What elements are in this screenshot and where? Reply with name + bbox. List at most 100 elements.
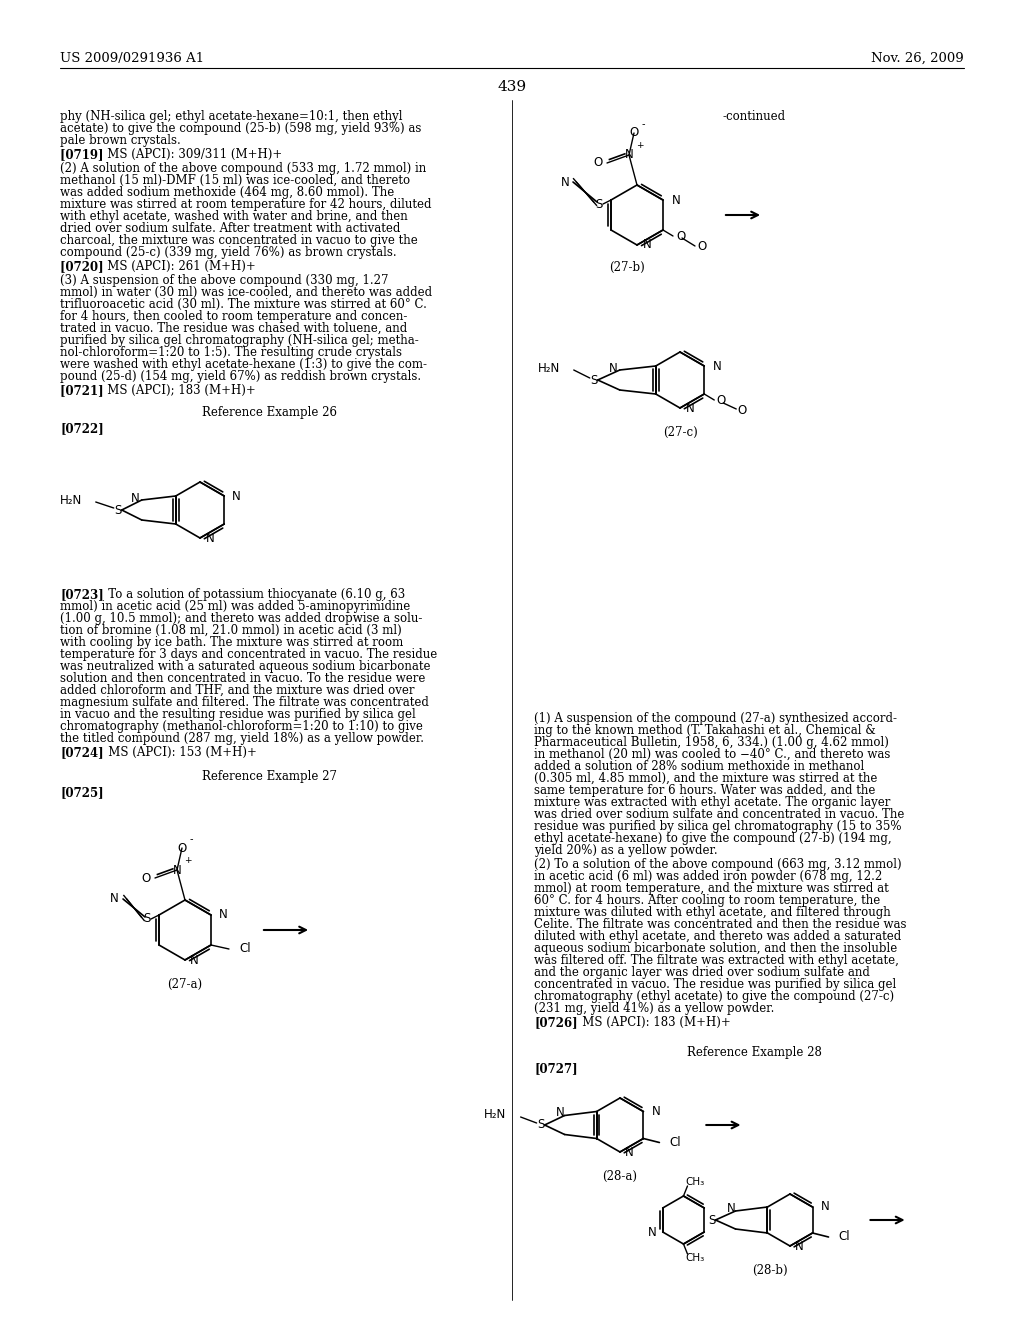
Text: was neutralized with a saturated aqueous sodium bicarbonate: was neutralized with a saturated aqueous… [60, 660, 430, 673]
Text: N: N [648, 1225, 656, 1238]
Text: dried over sodium sulfate. After treatment with activated: dried over sodium sulfate. After treatme… [60, 222, 400, 235]
Text: Cl: Cl [239, 942, 251, 956]
Text: (28-b): (28-b) [753, 1265, 787, 1276]
Text: [0723]: [0723] [60, 587, 103, 601]
Text: for 4 hours, then cooled to room temperature and concen-: for 4 hours, then cooled to room tempera… [60, 310, 408, 323]
Text: (27-c): (27-c) [663, 426, 697, 440]
Text: MS (APCI); 183 (M+H)+: MS (APCI); 183 (M+H)+ [95, 384, 255, 397]
Text: concentrated in vacuo. The residue was purified by silica gel: concentrated in vacuo. The residue was p… [534, 978, 896, 991]
Text: Reference Example 26: Reference Example 26 [203, 407, 338, 418]
Text: were washed with ethyl acetate-hexane (1:3) to give the com-: were washed with ethyl acetate-hexane (1… [60, 358, 427, 371]
Text: [0722]: [0722] [60, 422, 103, 436]
Text: -: - [190, 834, 194, 843]
Text: solution and then concentrated in vacuo. To the residue were: solution and then concentrated in vacuo.… [60, 672, 425, 685]
Text: N: N [219, 908, 227, 921]
Text: added chloroform and THF, and the mixture was dried over: added chloroform and THF, and the mixtur… [60, 684, 415, 697]
Text: N: N [131, 491, 139, 504]
Text: 439: 439 [498, 81, 526, 94]
Text: O: O [141, 871, 151, 884]
Text: N: N [651, 1105, 660, 1118]
Text: N: N [206, 532, 215, 544]
Text: [0724]: [0724] [60, 746, 103, 759]
Text: N: N [643, 239, 651, 252]
Text: with ethyl acetate, washed with water and brine, and then: with ethyl acetate, washed with water an… [60, 210, 408, 223]
Text: Nov. 26, 2009: Nov. 26, 2009 [871, 51, 964, 65]
Text: N: N [111, 892, 119, 906]
Text: Reference Example 28: Reference Example 28 [686, 1045, 821, 1059]
Text: Reference Example 27: Reference Example 27 [203, 770, 338, 783]
Text: was dried over sodium sulfate and concentrated in vacuo. The: was dried over sodium sulfate and concen… [534, 808, 904, 821]
Text: S: S [115, 503, 122, 516]
Text: pound (25-d) (154 mg, yield 67%) as reddish brown crystals.: pound (25-d) (154 mg, yield 67%) as redd… [60, 370, 421, 383]
Text: N: N [820, 1200, 829, 1213]
Text: +: + [184, 855, 191, 865]
Text: chromatography (ethyl acetate) to give the compound (27-c): chromatography (ethyl acetate) to give t… [534, 990, 894, 1003]
Text: N: N [625, 149, 634, 161]
Text: compound (25-c) (339 mg, yield 76%) as brown crystals.: compound (25-c) (339 mg, yield 76%) as b… [60, 246, 396, 259]
Text: (2) To a solution of the above compound (663 mg, 3.12 mmol): (2) To a solution of the above compound … [534, 858, 901, 871]
Text: mmol) in acetic acid (25 ml) was added 5-aminopyrimidine: mmol) in acetic acid (25 ml) was added 5… [60, 601, 411, 612]
Text: mixture was stirred at room temperature for 42 hours, diluted: mixture was stirred at room temperature … [60, 198, 431, 211]
Text: phy (NH-silica gel; ethyl acetate-hexane=10:1, then ethyl: phy (NH-silica gel; ethyl acetate-hexane… [60, 110, 402, 123]
Text: CH₃: CH₃ [685, 1177, 705, 1187]
Text: H₂N: H₂N [484, 1109, 507, 1122]
Text: N: N [561, 176, 570, 189]
Text: Cl: Cl [839, 1230, 850, 1243]
Text: S: S [143, 912, 151, 925]
Text: nol-chloroform=1:20 to 1:5). The resulting crude crystals: nol-chloroform=1:20 to 1:5). The resulti… [60, 346, 402, 359]
Text: O: O [676, 230, 685, 243]
Text: [0721]: [0721] [60, 384, 108, 397]
Text: (0.305 ml, 4.85 mmol), and the mixture was stirred at the: (0.305 ml, 4.85 mmol), and the mixture w… [534, 772, 878, 785]
Text: N: N [727, 1203, 735, 1216]
Text: (28-a): (28-a) [602, 1170, 638, 1183]
Text: yield 20%) as a yellow powder.: yield 20%) as a yellow powder. [534, 843, 718, 857]
Text: MS (APCI): 153 (M+H)+: MS (APCI): 153 (M+H)+ [97, 746, 257, 759]
Text: MS (APCI): 309/311 (M+H)+: MS (APCI): 309/311 (M+H)+ [95, 148, 282, 161]
Text: To a solution of potassium thiocyanate (6.10 g, 63: To a solution of potassium thiocyanate (… [97, 587, 406, 601]
Text: -: - [642, 119, 645, 129]
Text: residue was purified by silica gel chromatography (15 to 35%: residue was purified by silica gel chrom… [534, 820, 901, 833]
Text: mmol) in water (30 ml) was ice-cooled, and thereto was added: mmol) in water (30 ml) was ice-cooled, a… [60, 286, 432, 300]
Text: in acetic acid (6 ml) was added iron powder (678 mg, 12.2: in acetic acid (6 ml) was added iron pow… [534, 870, 883, 883]
Text: MS (APCI): 183 (M+H)+: MS (APCI): 183 (M+H)+ [571, 1016, 731, 1030]
Text: CH₃: CH₃ [685, 1253, 705, 1263]
Text: N: N [173, 863, 181, 876]
Text: [0719]: [0719] [60, 148, 108, 161]
Text: (1) A suspension of the compound (27-a) synthesized accord-: (1) A suspension of the compound (27-a) … [534, 711, 897, 725]
Text: Celite. The filtrate was concentrated and then the residue was: Celite. The filtrate was concentrated an… [534, 917, 906, 931]
Text: S: S [591, 374, 598, 387]
Text: Cl: Cl [670, 1137, 681, 1148]
Text: H₂N: H₂N [59, 494, 82, 507]
Text: in methanol (20 ml) was cooled to −40° C., and thereto was: in methanol (20 ml) was cooled to −40° C… [534, 748, 891, 762]
Text: O: O [697, 239, 707, 252]
Text: O: O [630, 127, 639, 140]
Text: 60° C. for 4 hours. After cooling to room temperature, the: 60° C. for 4 hours. After cooling to roo… [534, 894, 881, 907]
Text: was added sodium methoxide (464 mg, 8.60 mmol). The: was added sodium methoxide (464 mg, 8.60… [60, 186, 394, 199]
Text: mmol) at room temperature, and the mixture was stirred at: mmol) at room temperature, and the mixtu… [534, 882, 889, 895]
Text: same temperature for 6 hours. Water was added, and the: same temperature for 6 hours. Water was … [534, 784, 876, 797]
Text: N: N [795, 1239, 804, 1253]
Text: N: N [672, 194, 681, 207]
Text: chromatography (methanol-chloroform=1:20 to 1:10) to give: chromatography (methanol-chloroform=1:20… [60, 719, 423, 733]
Text: [0725]: [0725] [60, 785, 103, 799]
Text: N: N [609, 362, 617, 375]
Text: mixture was extracted with ethyl acetate. The organic layer: mixture was extracted with ethyl acetate… [534, 796, 891, 809]
Text: tion of bromine (1.08 ml, 21.0 mmol) in acetic acid (3 ml): tion of bromine (1.08 ml, 21.0 mmol) in … [60, 624, 401, 638]
Text: Pharmaceutical Bulletin, 1958, 6, 334.) (1.00 g, 4.62 mmol): Pharmaceutical Bulletin, 1958, 6, 334.) … [534, 737, 889, 748]
Text: H₂N: H₂N [538, 362, 560, 375]
Text: charcoal, the mixture was concentrated in vacuo to give the: charcoal, the mixture was concentrated i… [60, 234, 418, 247]
Text: (27-b): (27-b) [609, 261, 645, 275]
Text: N: N [625, 1146, 634, 1159]
Text: O: O [594, 157, 603, 169]
Text: -continued: -continued [723, 110, 785, 123]
Text: purified by silica gel chromatography (NH-silica gel; metha-: purified by silica gel chromatography (N… [60, 334, 419, 347]
Text: trifluoroacetic acid (30 ml). The mixture was stirred at 60° C.: trifluoroacetic acid (30 ml). The mixtur… [60, 298, 427, 312]
Text: and the organic layer was dried over sodium sulfate and: and the organic layer was dried over sod… [534, 966, 869, 979]
Text: magnesium sulfate and filtered. The filtrate was concentrated: magnesium sulfate and filtered. The filt… [60, 696, 429, 709]
Text: O: O [716, 393, 725, 407]
Text: with cooling by ice bath. The mixture was stirred at room: with cooling by ice bath. The mixture wa… [60, 636, 403, 649]
Text: diluted with ethyl acetate, and thereto was added a saturated: diluted with ethyl acetate, and thereto … [534, 931, 901, 942]
Text: S: S [538, 1118, 545, 1131]
Text: mixture was diluted with ethyl acetate, and filtered through: mixture was diluted with ethyl acetate, … [534, 906, 891, 919]
Text: S: S [596, 198, 603, 210]
